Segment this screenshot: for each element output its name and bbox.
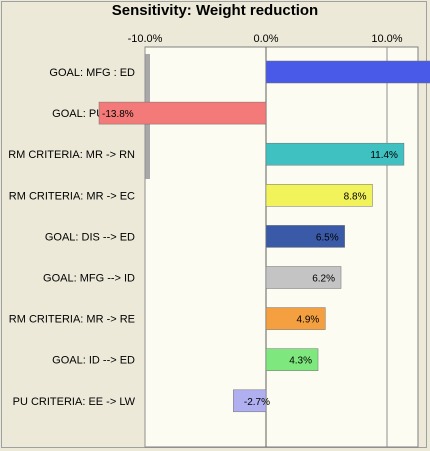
data-label: -13.8% [102, 109, 134, 120]
x-tick-label: 10.0% [371, 33, 402, 45]
category-label: RM CRITERIA: MR -> RN [8, 149, 135, 161]
category-label: PU CRITERIA: EE -> LW [13, 396, 136, 408]
category-label: GOAL: ID --> ED [52, 355, 135, 367]
data-label: 11.4% [370, 150, 398, 161]
x-tick-label: -10.0% [128, 33, 163, 45]
data-label: 4.3% [289, 356, 312, 367]
data-label: -2.7% [244, 397, 270, 408]
x-tick-label: 0.0% [253, 33, 278, 45]
category-label: RM CRITERIA: MR -> EC [9, 190, 135, 202]
bar [265, 60, 430, 84]
bar [265, 348, 319, 371]
data-label: 4.9% [296, 315, 319, 326]
category-label: GOAL: DIS --> ED [45, 231, 135, 243]
bar [265, 225, 345, 248]
category-label: GOAL: MFG : ED [49, 67, 135, 79]
category-label: GOAL: MFG --> ID [43, 273, 135, 285]
data-label: 8.8% [344, 191, 367, 202]
bar [98, 101, 267, 125]
data-label: 6.5% [316, 232, 339, 243]
bar [265, 184, 373, 207]
chart-title: Sensitivity: Weight reduction [111, 2, 319, 19]
category-label: RM CRITERIA: MR -> RE [9, 314, 135, 326]
bar [233, 389, 267, 413]
data-label: 6.2% [312, 274, 335, 285]
bar [265, 142, 405, 166]
bar [265, 307, 326, 330]
bar [265, 266, 342, 289]
